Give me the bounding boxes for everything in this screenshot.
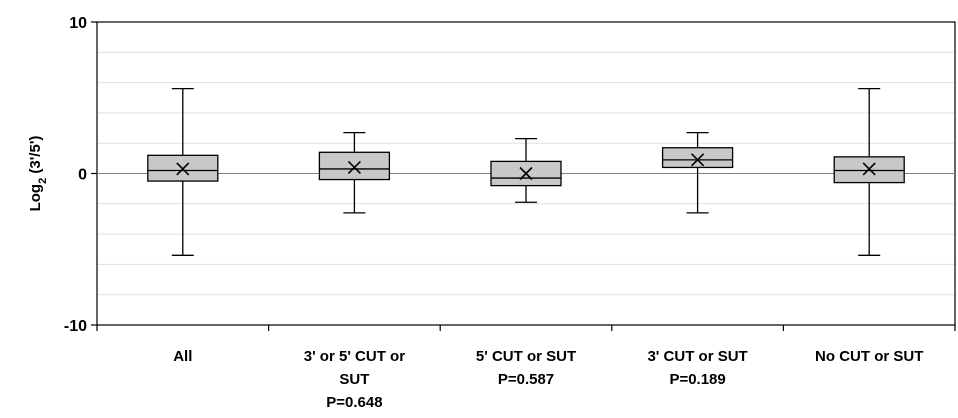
box-plot <box>833 88 905 256</box>
y-axis: -10 0 10 <box>64 15 97 335</box>
y-tick-label: 0 <box>78 167 87 184</box>
category-label-line: 3' or 5' CUT or <box>304 348 405 365</box>
y-tick-label: 10 <box>69 15 87 32</box>
y-tick-label: -10 <box>64 318 87 335</box>
mean-marker <box>862 162 876 176</box>
category-label-line: 5' CUT or SUT <box>476 348 576 365</box>
mean-marker <box>519 166 533 181</box>
category-label-line: No CUT or SUT <box>815 348 923 365</box>
x-axis <box>96 325 956 331</box>
y-axis-title-main: Log <box>27 184 44 212</box>
box-plot <box>318 131 391 214</box>
category-label-line: All <box>173 348 192 365</box>
category-label-line: P=0.648 <box>326 394 382 411</box>
y-axis-title: Log2 (3'/5') <box>27 136 49 212</box>
y-axis-title-rest: (3'/5') <box>27 136 44 178</box>
category-label-line: P=0.189 <box>669 371 725 388</box>
category-label-line: SUT <box>339 371 369 388</box>
category-label: 3' CUT or SUT P=0.189 <box>647 348 747 388</box>
box-plot <box>661 131 734 214</box>
category-label-line: P=0.587 <box>498 371 554 388</box>
boxes <box>147 88 905 256</box>
box-plot <box>490 138 562 203</box>
box <box>318 151 391 181</box>
category-label: No CUT or SUT <box>815 348 923 365</box>
category-label-line: 3' CUT or SUT <box>647 348 747 365</box>
box <box>661 147 734 169</box>
mean-marker <box>347 160 361 175</box>
category-label: All <box>173 348 192 365</box>
y-axis-title-sub: 2 <box>37 178 49 184</box>
mean-marker <box>176 162 190 176</box>
mean-marker <box>691 153 705 167</box>
category-label: 5' CUT or SUT P=0.587 <box>476 348 576 388</box>
category-label: 3' or 5' CUT or SUT P=0.648 <box>304 348 405 411</box>
category-labels: All 3' or 5' CUT or SUT P=0.648 5' CUT or SU… <box>173 348 923 411</box>
box-plot <box>147 88 219 256</box>
